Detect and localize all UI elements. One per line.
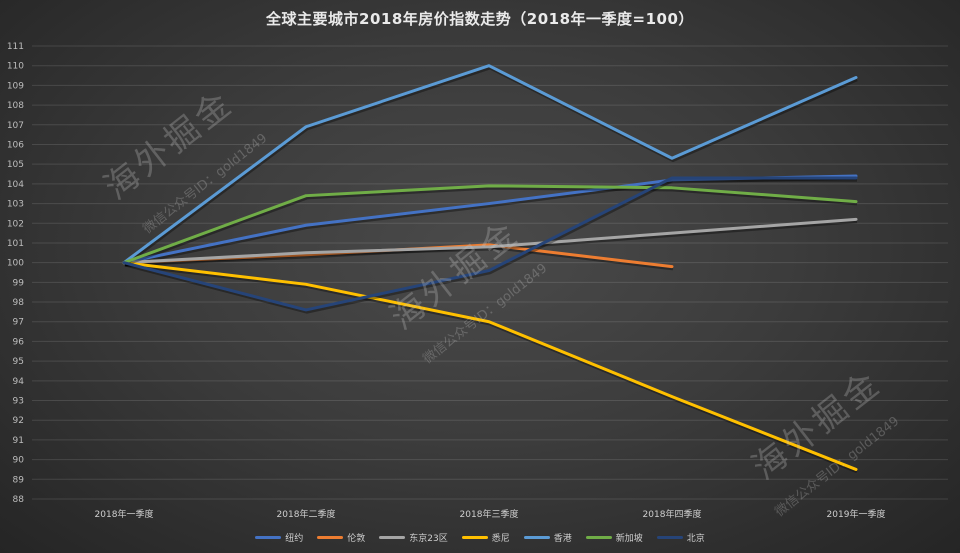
series-shadow xyxy=(124,245,674,271)
legend-swatch-icon xyxy=(461,536,488,539)
y-tick-label: 88 xyxy=(13,495,25,505)
series-line xyxy=(122,64,858,265)
legend-label: 北京 xyxy=(686,534,705,544)
y-tick-label: 93 xyxy=(13,397,24,407)
legend-item: 新加坡 xyxy=(585,531,643,544)
series-line xyxy=(122,261,858,471)
y-tick-label: 89 xyxy=(13,475,25,485)
y-tick-label: 111 xyxy=(7,42,24,52)
x-tick-label: 2018年二季度 xyxy=(277,508,336,520)
legend-item: 东京23区 xyxy=(379,531,448,544)
legend-label: 伦敦 xyxy=(347,534,366,544)
legend-label: 纽约 xyxy=(285,534,304,544)
y-tick-label: 94 xyxy=(13,377,25,387)
series-shadow xyxy=(124,178,857,314)
legend-label: 悉尼 xyxy=(491,534,510,544)
legend-label: 东京23区 xyxy=(409,534,448,544)
x-tick-label: 2018年一季度 xyxy=(95,508,154,520)
series-shadow xyxy=(124,219,858,267)
legend-label: 香港 xyxy=(553,534,572,544)
y-tick-label: 98 xyxy=(13,298,25,308)
y-tick-label: 109 xyxy=(7,81,24,91)
series-line xyxy=(122,184,858,265)
legend-item: 香港 xyxy=(523,531,572,544)
legend-item: 悉尼 xyxy=(461,531,510,544)
y-tick-label: 99 xyxy=(13,278,25,288)
y-tick-label: 91 xyxy=(13,436,24,446)
y-tick-label: 100 xyxy=(7,259,24,269)
y-tick-label: 107 xyxy=(7,121,24,131)
series-line xyxy=(122,217,858,265)
x-axis-ticks: 2018年一季度 2018年二季度 2018年三季度 2018年四季度 2019年一季度 xyxy=(95,508,886,520)
legend-label: 新加坡 xyxy=(615,534,643,544)
chart-title: 全球主要城市2018年房价指数走势（2018年一季度=100） xyxy=(266,10,694,28)
y-tick-label: 96 xyxy=(13,337,25,347)
legend-item: 北京 xyxy=(656,531,705,544)
legend-swatch-icon xyxy=(255,536,282,539)
legend-swatch-icon xyxy=(523,536,550,539)
chart-legend: 纽约 伦敦 东京23区 悉尼 香港 新加坡 北京 xyxy=(0,531,960,544)
x-tick-label: 2019年一季度 xyxy=(827,508,886,520)
y-tick-label: 97 xyxy=(13,318,24,328)
y-tick-label: 110 xyxy=(7,62,24,72)
y-tick-label: 90 xyxy=(13,456,25,466)
legend-swatch-icon xyxy=(379,536,406,539)
y-tick-label: 108 xyxy=(7,101,24,111)
y-tick-label: 95 xyxy=(13,357,24,367)
series-line xyxy=(122,176,858,312)
y-tick-label: 104 xyxy=(7,180,24,190)
y-tick-label: 103 xyxy=(7,200,24,210)
y-tick-label: 105 xyxy=(7,160,24,170)
y-tick-label: 102 xyxy=(7,219,24,229)
series-lines xyxy=(122,64,858,474)
legend-item: 纽约 xyxy=(255,531,303,544)
x-tick-label: 2018年三季度 xyxy=(460,508,519,520)
legend-swatch-icon xyxy=(656,536,683,539)
legend-item: 伦敦 xyxy=(317,531,365,544)
y-axis-ticks: 88 89 90 91 92 93 94 95 96 97 98 99 100 101 102 103 104 1… xyxy=(7,42,24,505)
y-tick-label: 101 xyxy=(7,239,24,249)
series-shadow xyxy=(124,176,858,267)
y-tick-label: 106 xyxy=(7,140,24,150)
legend-swatch-icon xyxy=(585,536,612,539)
legend-swatch-icon xyxy=(317,536,344,539)
series-shadow xyxy=(124,186,858,267)
y-tick-label: 92 xyxy=(13,416,24,426)
x-tick-label: 2018年四季度 xyxy=(643,508,702,520)
